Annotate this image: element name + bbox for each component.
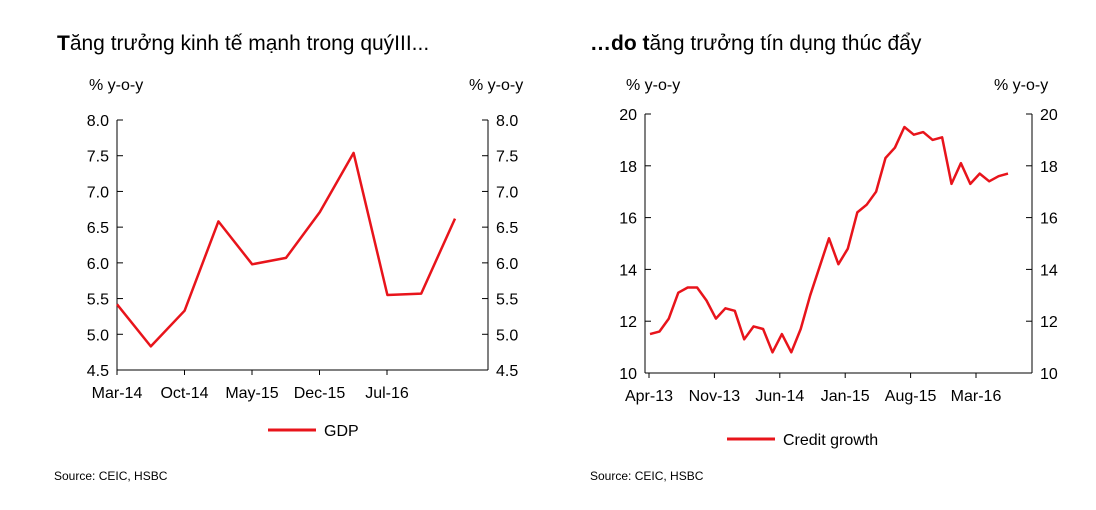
credit-y-tick-label-right: 10 [1040,366,1058,383]
credit-chart-source: Source: CEIC, HSBC [590,469,704,483]
gdp-chart-source: Source: CEIC, HSBC [54,469,168,483]
gdp-y-tick-label-left: 6.5 [87,220,109,237]
gdp-y-tick-label-left: 7.5 [87,149,109,166]
gdp-y-tick-label-left: 4.5 [87,363,109,380]
credit-y-tick-label-right: 20 [1040,107,1058,124]
credit-x-tick-label: Jun-14 [755,388,804,405]
gdp-x-tick-label: May-15 [225,385,278,402]
credit-left-axis-unit: % y-o-y [626,77,681,94]
credit-y-tick-label-right: 18 [1040,159,1058,176]
credit-right-axis-unit: % y-o-y [994,77,1049,94]
gdp-y-tick-label-right: 5.0 [496,327,518,344]
gdp-y-tick-label-left: 8.0 [87,113,109,130]
gdp-y-tick-label-left: 6.0 [87,256,109,273]
credit-y-tick-label-left: 18 [619,159,637,176]
gdp-y-tick-label-right: 7.5 [496,149,518,166]
credit-y-tick-label-left: 16 [619,211,637,228]
gdp-x-tick-label: Jul-16 [365,385,409,402]
credit-x-tick-label: Mar-16 [951,388,1002,405]
gdp-series-line [116,151,457,348]
credit-chart: 20 20 18 18 16 16 14 14 12 12 10 10 Apr-13 Nov-13 Jun-… [619,107,1058,449]
gdp-y-tick-label-right: 8.0 [496,113,518,130]
credit-chart-title: …do tăng trưởng tín dụng thúc đẩy [590,32,922,55]
credit-x-tick-label: Aug-15 [885,388,937,405]
gdp-left-axis-unit: % y-o-y [89,77,144,94]
credit-chart-panel: …do tăng trưởng tín dụng thúc đẩy % y-o-… [548,0,1096,510]
credit-series-line [649,125,1009,354]
credit-x-tick-label: Nov-13 [689,388,741,405]
credit-y-tick-label-right: 16 [1040,211,1058,228]
gdp-x-tick-label: Mar-14 [92,385,143,402]
credit-y-tick-label-left: 10 [619,366,637,383]
gdp-y-tick-label-right: 6.5 [496,220,518,237]
credit-legend-label: Credit growth [783,432,878,449]
gdp-y-tick-label-left: 5.0 [87,327,109,344]
gdp-chart-title: Tăng trưởng kinh tế mạnh trong quýIII... [57,32,430,55]
gdp-x-tick-label: Oct-14 [160,385,208,402]
gdp-y-tick-label-left: 5.5 [87,292,109,309]
credit-x-tick-label: Jan-15 [821,388,870,405]
gdp-chart-panel: Tăng trưởng kinh tế mạnh trong quýIII...… [54,32,524,483]
credit-y-tick-label-right: 12 [1040,314,1058,331]
gdp-y-tick-label-right: 7.0 [496,184,518,201]
gdp-right-axis-unit: % y-o-y [469,77,524,94]
gdp-y-tick-label-right: 5.5 [496,292,518,309]
credit-y-tick-label-left: 20 [619,107,637,124]
credit-y-tick-label-right: 14 [1040,262,1058,279]
gdp-x-tick-label: Dec-15 [294,385,346,402]
gdp-y-tick-label-right: 4.5 [496,363,518,380]
credit-y-tick-label-left: 12 [619,314,637,331]
credit-x-tick-label: Apr-13 [625,388,673,405]
gdp-chart: 8.0 8.0 7.5 7.5 7.0 7.0 6.5 6.5 6.0 6.0 5.5 5.5 5.0 5… [87,113,519,440]
gdp-legend-label: GDP [324,423,359,440]
credit-y-tick-label-left: 14 [619,262,637,279]
gdp-y-tick-label-left: 7.0 [87,184,109,201]
gdp-y-tick-label-right: 6.0 [496,256,518,273]
